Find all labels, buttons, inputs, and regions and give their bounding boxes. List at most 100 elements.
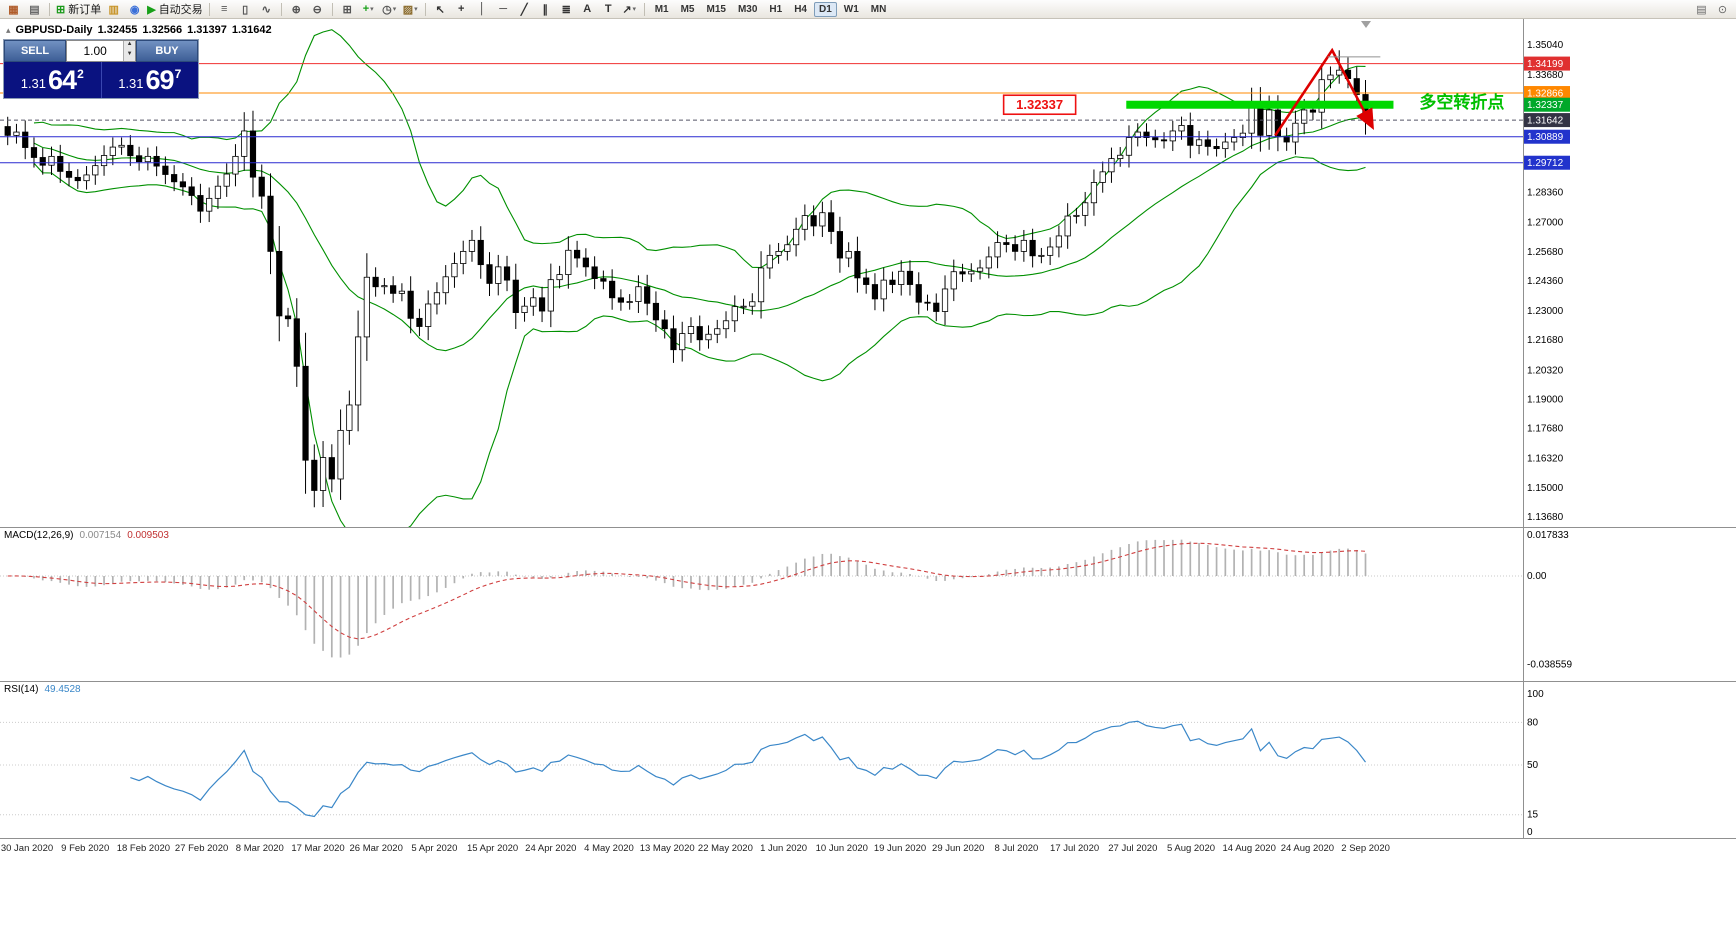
timeframe-m30[interactable]: M30 — [737, 3, 758, 15]
svg-text:13 May 2020: 13 May 2020 — [640, 843, 695, 854]
rsi-value: 49.4528 — [44, 684, 81, 695]
one-click-trading-panel: SELL ▲ ▼ BUY 1.31 64 2 1.31 69 7 — [3, 39, 199, 99]
sell-price-display[interactable]: 1.31 64 2 — [4, 62, 102, 98]
svg-text:1.32866: 1.32866 — [1527, 89, 1564, 100]
svg-text:24 Apr 2020: 24 Apr 2020 — [525, 843, 576, 854]
svg-text:1 Jun 2020: 1 Jun 2020 — [760, 843, 807, 854]
tile-windows-icon[interactable]: ⊞ — [342, 3, 352, 16]
svg-text:2 Sep 2020: 2 Sep 2020 — [1341, 843, 1390, 854]
toolbar-separator — [643, 2, 645, 16]
profiles-icon[interactable]: ▤ — [29, 3, 40, 16]
timeframe-m1[interactable]: M1 — [654, 3, 669, 15]
toolbar-separator — [49, 2, 50, 16]
line-chart-icon[interactable]: ∿ — [261, 3, 271, 16]
svg-text:19 Jun 2020: 19 Jun 2020 — [874, 843, 926, 854]
arrows-icon[interactable]: ↗ ▾ — [622, 3, 637, 16]
fibonacci-icon[interactable]: ≣ — [561, 3, 571, 16]
candlestick-chart-icon[interactable]: ▯ — [242, 3, 249, 16]
svg-text:1.27000: 1.27000 — [1527, 218, 1564, 229]
svg-text:5 Apr 2020: 5 Apr 2020 — [411, 843, 457, 854]
svg-text:15: 15 — [1527, 810, 1539, 821]
macd-label: MACD(12,26,9) 0.007154 0.009503 — [4, 530, 169, 541]
svg-text:1.28360: 1.28360 — [1527, 188, 1564, 199]
svg-text:29 Jun 2020: 29 Jun 2020 — [932, 843, 984, 854]
autotrading-button[interactable]: ▶ 自动交易 — [147, 3, 203, 17]
search-icon[interactable]: ⊙ — [1717, 3, 1728, 16]
svg-text:17 Jul 2020: 17 Jul 2020 — [1050, 843, 1099, 854]
bar-chart-icon[interactable]: ≡ — [220, 3, 228, 15]
depth-of-market-icon[interactable]: ▤ — [1696, 3, 1707, 16]
timeframe-m15[interactable]: M15 — [706, 3, 726, 15]
svg-text:0.017833: 0.017833 — [1527, 530, 1569, 541]
volume-up-icon[interactable]: ▲ — [124, 41, 135, 51]
trendline-icon[interactable]: ╱ — [520, 3, 528, 16]
svg-text:22 May 2020: 22 May 2020 — [698, 843, 753, 854]
turning-point-text: 多空转折点 — [1419, 92, 1504, 112]
zoom-in-icon[interactable]: ⊕ — [291, 3, 301, 16]
timeframe-mn[interactable]: MN — [870, 3, 887, 15]
label-icon[interactable]: T — [604, 3, 612, 15]
channel-icon[interactable]: ∥ — [542, 3, 548, 16]
horizontal-line-icon[interactable]: ─ — [499, 3, 508, 15]
svg-text:1.19000: 1.19000 — [1527, 394, 1564, 405]
svg-text:27 Feb 2020: 27 Feb 2020 — [175, 843, 228, 854]
one-click-toggle-icon[interactable]: ▴ — [6, 25, 11, 35]
chart-shift-marker — [1361, 21, 1371, 28]
volume-stepper[interactable]: ▲ ▼ — [123, 41, 135, 61]
svg-text:1.17680: 1.17680 — [1527, 424, 1564, 435]
toolbar-separator — [331, 2, 333, 16]
svg-text:1.30889: 1.30889 — [1527, 132, 1564, 143]
timeframe-w1[interactable]: W1 — [843, 3, 859, 15]
timeframe-d1[interactable]: D1 — [814, 1, 837, 17]
macd-name: MACD(12,26,9) — [4, 530, 74, 541]
svg-text:8 Mar 2020: 8 Mar 2020 — [236, 843, 284, 854]
ohlc-close: 1.31642 — [231, 24, 272, 36]
text-icon[interactable]: A — [583, 3, 592, 15]
svg-text:1.33680: 1.33680 — [1527, 70, 1564, 81]
volume-down-icon[interactable]: ▼ — [124, 51, 135, 61]
price-callout-text: 1.32337 — [1016, 97, 1063, 112]
chart-info-line: ▴ GBPUSD-Daily 1.32455 1.32566 1.31397 1.3164… — [6, 24, 277, 36]
svg-text:8 Jul 2020: 8 Jul 2020 — [994, 843, 1038, 854]
date-axis[interactable]: 30 Jan 2020 9 Feb 2020 18 Feb 2020 27 Feb 2… — [1, 843, 1390, 854]
svg-text:1.23000: 1.23000 — [1527, 306, 1564, 317]
market-watch-icon[interactable]: ▥ — [108, 3, 119, 16]
svg-text:1.13680: 1.13680 — [1527, 512, 1564, 523]
new-chart-icon[interactable]: ▦ — [8, 3, 19, 16]
indicators-icon[interactable]: + ▾ — [362, 3, 374, 15]
svg-text:9 Feb 2020: 9 Feb 2020 — [61, 843, 109, 854]
ohlc-low: 1.31397 — [187, 24, 227, 36]
metaquotes-icon[interactable]: ◉ — [129, 3, 140, 16]
periods-icon[interactable]: ◷ ▾ — [382, 3, 397, 16]
buy-button[interactable]: BUY — [136, 40, 198, 62]
zoom-out-icon[interactable]: ⊖ — [312, 3, 322, 16]
buy-price-display[interactable]: 1.31 69 7 — [102, 62, 199, 98]
svg-text:1.31642: 1.31642 — [1527, 116, 1564, 127]
svg-text:1.29712: 1.29712 — [1527, 158, 1564, 169]
candles — [4, 50, 1369, 508]
sell-button[interactable]: SELL — [4, 40, 66, 62]
ohlc-open: 1.32455 — [97, 24, 138, 36]
svg-text:100: 100 — [1527, 689, 1544, 700]
toolbar-separator — [208, 2, 210, 16]
sell-price-sup: 2 — [77, 67, 84, 81]
cursor-icon[interactable]: ↖ — [435, 3, 445, 16]
templates-icon[interactable]: ▨ ▾ — [402, 3, 418, 16]
timeframe-h1[interactable]: H1 — [769, 3, 783, 15]
timeframe-m5[interactable]: M5 — [680, 3, 695, 15]
svg-text:1.25680: 1.25680 — [1527, 247, 1564, 258]
buy-price-prefix: 1.31 — [118, 76, 144, 91]
price-axis[interactable]: 1.34199 1.32866 1.31642 1.30889 1.29712 1.350… — [1524, 40, 1572, 838]
svg-text:18 Feb 2020: 18 Feb 2020 — [117, 843, 170, 854]
annotations: 1.32337 多空转折点 — [1002, 21, 1504, 137]
vertical-line-icon[interactable]: │ — [478, 3, 486, 15]
svg-text:1.35040: 1.35040 — [1527, 40, 1564, 51]
svg-text:26 Mar 2020: 26 Mar 2020 — [350, 843, 403, 854]
svg-text:4 May 2020: 4 May 2020 — [584, 843, 634, 854]
volume-input[interactable] — [67, 41, 124, 61]
timeframe-h4[interactable]: H4 — [794, 3, 807, 15]
new-order-button[interactable]: ⊞ 新订单 — [56, 3, 102, 17]
main-chart — [4, 29, 1369, 527]
crosshair-icon[interactable]: + — [457, 3, 465, 15]
